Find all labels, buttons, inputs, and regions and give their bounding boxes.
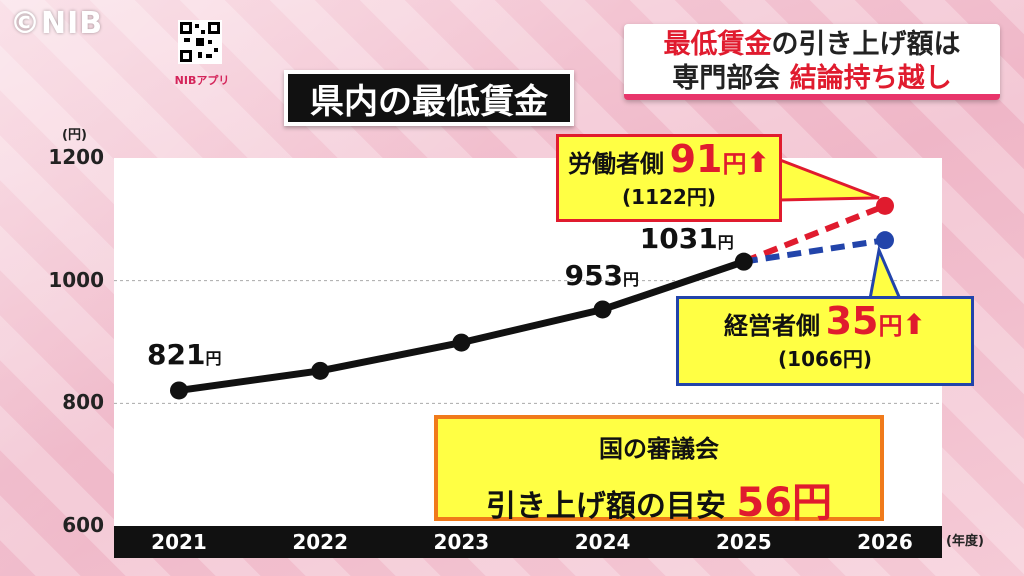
- x-axis-unit: (年度): [946, 534, 984, 549]
- employer-up-arrow-icon: ⬆: [902, 308, 926, 341]
- data-label-2025: 1031円: [640, 222, 734, 255]
- employer-projected-wage: (1066円): [778, 347, 872, 371]
- data-label-unit: 円: [717, 232, 734, 252]
- x-tick-2025: 2025: [715, 530, 772, 554]
- qr-app-label: NIBアプリ: [174, 74, 230, 87]
- data-point-2021: [170, 381, 188, 400]
- employer-increase-value: 35: [825, 299, 879, 343]
- national-council-guideline-box: 国の審議会 引き上げ額の目安 56円: [434, 415, 884, 526]
- data-point-2025: [734, 252, 753, 271]
- employer-side-callout: 経営者側 35円⬆ (1066円): [676, 296, 974, 386]
- data-point-2023: [452, 333, 471, 352]
- guideline-title: 国の審議会: [599, 435, 719, 463]
- headline-line2-subject: 専門部会: [672, 63, 781, 94]
- data-label-value: 821: [147, 338, 206, 372]
- projection-point-0: [876, 196, 894, 215]
- data-label-value: 953: [564, 259, 624, 293]
- y-tick-1200: 1200: [48, 145, 104, 169]
- qr-code: [178, 20, 222, 64]
- data-point-2024: [593, 300, 612, 319]
- data-point-2022: [311, 361, 330, 380]
- data-label-unit: 円: [205, 349, 222, 369]
- headline-banner: 最低賃金の引き上げ額は 専門部会 結論持ち越し: [624, 24, 1000, 100]
- data-label-2024: 953円: [565, 259, 639, 292]
- headline-line1-rest: の引き上げ額は: [771, 29, 961, 60]
- x-tick-2022: 2022: [292, 530, 349, 554]
- chart-title: 県内の最低賃金: [284, 70, 574, 126]
- headline-keyword: 最低賃金: [663, 29, 772, 60]
- station-watermark: ©NIB: [10, 6, 104, 41]
- headline-line2-result: 結論持ち越し: [789, 63, 952, 94]
- projection-line-0: [742, 203, 887, 265]
- data-label-2021: 821円: [147, 338, 221, 371]
- projection-line-1: [743, 237, 886, 265]
- guideline-amount: 56円: [736, 480, 833, 526]
- worker-up-arrow-icon: ⬆: [746, 146, 770, 179]
- projection-point-1: [876, 231, 894, 250]
- data-label-unit: 円: [623, 270, 640, 290]
- worker-increase-unit: 円: [722, 150, 747, 178]
- x-tick-2026: 2026: [857, 530, 913, 554]
- worker-increase-value: 91: [669, 137, 723, 181]
- worker-projected-wage: (1122円): [622, 185, 716, 209]
- y-tick-800: 800: [62, 390, 104, 415]
- worker-side-label: 労働者側: [568, 150, 665, 178]
- employer-side-label: 経営者側: [724, 312, 821, 340]
- y-tick-1000: 1000: [48, 267, 104, 292]
- x-axis-bar: [114, 526, 942, 558]
- data-label-value: 1031: [639, 221, 718, 255]
- y-tick-600: 600: [62, 513, 104, 537]
- worker-side-callout: 労働者側 91円⬆ (1122円): [556, 134, 782, 222]
- guideline-label: 引き上げ額の目安: [485, 489, 726, 524]
- employer-increase-unit: 円: [878, 312, 903, 340]
- x-tick-2021: 2021: [151, 530, 207, 554]
- y-axis-unit: (円): [62, 128, 87, 143]
- x-tick-2024: 2024: [574, 530, 631, 554]
- x-tick-2023: 2023: [433, 530, 490, 554]
